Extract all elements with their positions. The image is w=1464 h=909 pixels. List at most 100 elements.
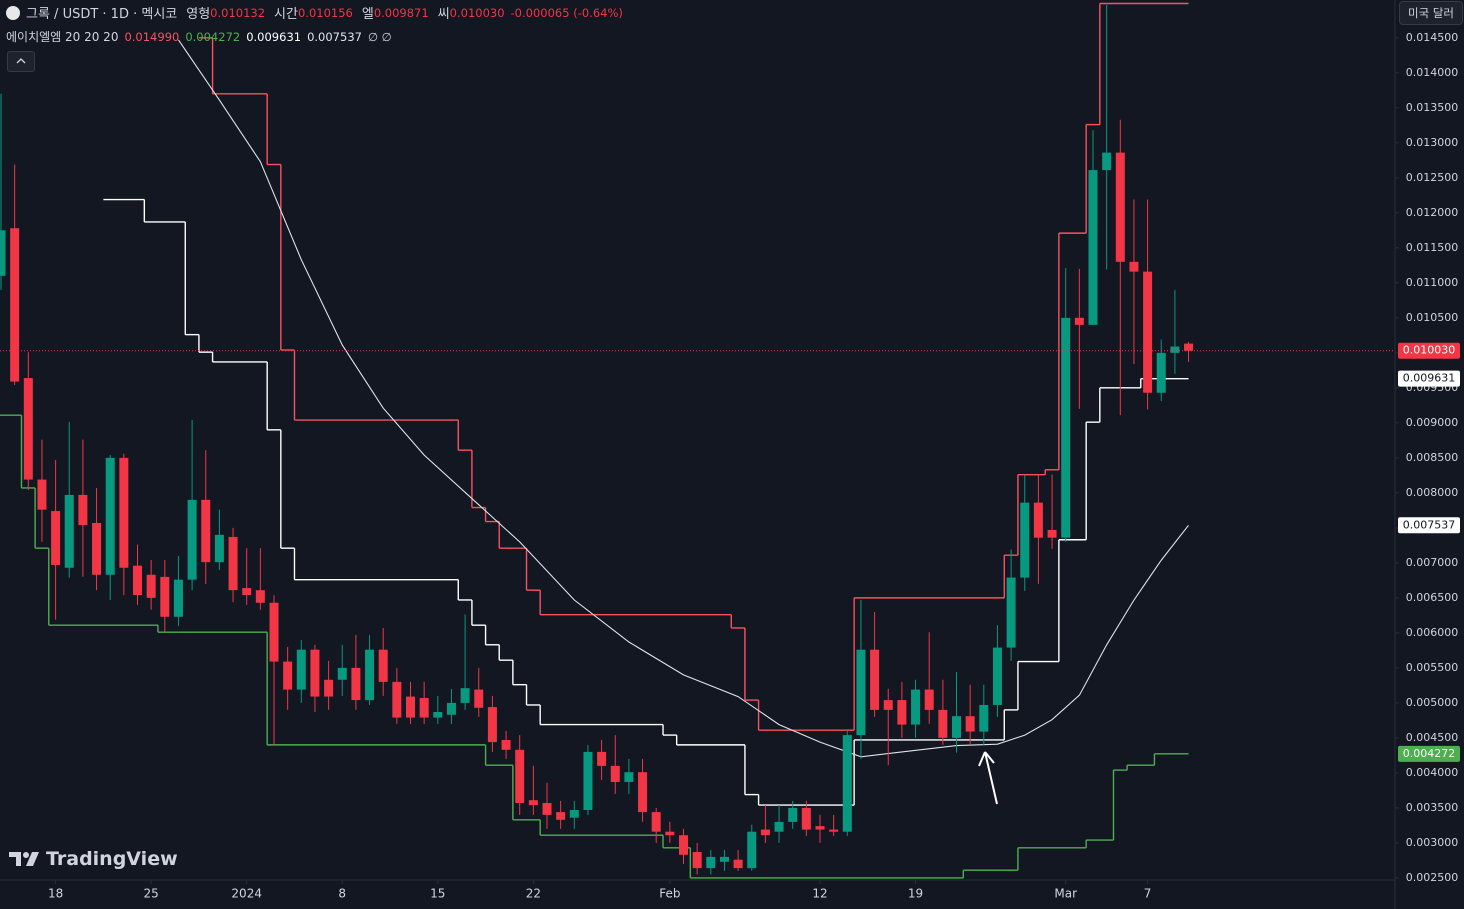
open-value: 0.010132 bbox=[210, 5, 266, 20]
candle-body bbox=[542, 802, 552, 815]
candle-body bbox=[1102, 152, 1112, 171]
candle-body bbox=[801, 807, 811, 830]
y-tick-label: 0.011000 bbox=[1406, 276, 1459, 289]
candle-body bbox=[337, 667, 347, 680]
candle-body bbox=[92, 522, 102, 575]
candle-body bbox=[1143, 271, 1153, 393]
candle-body bbox=[719, 856, 729, 862]
candle-body bbox=[924, 689, 934, 710]
candle-body bbox=[242, 588, 252, 596]
candle-body bbox=[501, 739, 511, 750]
y-tick-label: 0.014500 bbox=[1406, 31, 1459, 44]
symbol[interactable]: 그록 / USDT · 1D · 멕시코 bbox=[26, 7, 178, 22]
price-tag bbox=[1398, 370, 1460, 387]
candle-body bbox=[952, 716, 961, 738]
high-name: 시간 bbox=[274, 7, 298, 22]
candle-body bbox=[78, 494, 88, 526]
plot-area bbox=[0, 2, 1395, 879]
candle-body bbox=[173, 579, 183, 617]
x-tick-label: 12 bbox=[812, 887, 827, 901]
candle-body bbox=[1074, 317, 1084, 325]
candle-body bbox=[146, 574, 156, 598]
y-tick-label: 0.011500 bbox=[1406, 241, 1459, 254]
candle-body bbox=[679, 835, 688, 855]
candle-body bbox=[624, 772, 634, 782]
candle-body bbox=[965, 716, 975, 732]
axes: 0.002500 0.003000 0.003500 0.004000 0.004500… bbox=[48, 31, 1460, 901]
price-tag-label: 0.010030 bbox=[1403, 344, 1456, 357]
candle-body bbox=[1033, 502, 1043, 538]
candle-body bbox=[1020, 502, 1030, 578]
y-tick-label: 0.010500 bbox=[1406, 311, 1459, 324]
indicator-values: 0.014990 0.004272 0.009631 0.007537 bbox=[118, 30, 362, 44]
candle-body bbox=[406, 696, 415, 718]
candle-body bbox=[897, 700, 907, 725]
candle-body bbox=[187, 499, 197, 580]
candle-body bbox=[23, 378, 33, 480]
indicator-line bbox=[178, 39, 1189, 758]
indicator-value: 0.007537 bbox=[307, 29, 362, 44]
indicator-value: 0.009631 bbox=[246, 29, 302, 44]
candle-body bbox=[419, 697, 429, 718]
x-tick-label: 7 bbox=[1144, 887, 1152, 901]
price-tag-label: 0.009631 bbox=[1403, 372, 1456, 385]
candle-body bbox=[119, 457, 129, 568]
currency-button[interactable]: 미국 달러 bbox=[1399, 1, 1463, 25]
low-value: 0.009871 bbox=[373, 5, 429, 20]
candle-body bbox=[351, 667, 361, 701]
candle-body bbox=[692, 851, 702, 869]
y-tick-label: 0.005500 bbox=[1406, 661, 1459, 674]
brand-logo: TradingView bbox=[8, 848, 178, 870]
candle-body bbox=[64, 494, 74, 568]
candle-body bbox=[105, 457, 115, 575]
low-name: 엘 bbox=[361, 7, 374, 22]
y-tick-label: 0.014000 bbox=[1406, 66, 1459, 79]
candle-body bbox=[133, 565, 142, 596]
candle-body bbox=[747, 831, 757, 869]
price-tag bbox=[1398, 517, 1460, 534]
candle-body bbox=[365, 649, 375, 701]
indicator-legend: 에이치엘엠 20 20 20 0.014990 0.004272 0.009631 0… bbox=[6, 28, 392, 45]
open-name: 영형 bbox=[186, 7, 211, 22]
candle-body bbox=[10, 228, 20, 382]
x-tick-label: 19 bbox=[908, 887, 923, 901]
y-tick-label: 0.004500 bbox=[1406, 731, 1459, 744]
candle-body bbox=[487, 707, 497, 743]
candle-body bbox=[556, 812, 566, 820]
y-tick-label: 0.006500 bbox=[1406, 591, 1459, 604]
candle-body bbox=[911, 689, 921, 725]
candle-body bbox=[515, 749, 525, 803]
candle-body bbox=[597, 751, 607, 766]
price-tag bbox=[1398, 342, 1460, 359]
collapse-button[interactable] bbox=[7, 51, 35, 72]
indicator-name[interactable]: 에이치엘엠 20 20 20 bbox=[6, 30, 119, 44]
x-tick-label: 18 bbox=[48, 887, 63, 901]
candle-body bbox=[1061, 317, 1071, 538]
price-tag bbox=[1398, 745, 1460, 762]
candle-body bbox=[433, 711, 443, 718]
y-tick-label: 0.004000 bbox=[1406, 766, 1459, 779]
candle-body bbox=[856, 649, 866, 736]
candle-body bbox=[1047, 529, 1057, 538]
candle-body bbox=[870, 649, 880, 710]
y-tick-label: 0.006000 bbox=[1406, 626, 1459, 639]
x-tick-label: 22 bbox=[526, 887, 541, 901]
candle-body bbox=[528, 800, 538, 806]
candle-body bbox=[1129, 261, 1139, 272]
candle-body bbox=[446, 702, 456, 715]
annotation-arrow bbox=[978, 751, 998, 805]
indicator-extra: ∅ ∅ bbox=[367, 29, 392, 44]
candle-body bbox=[1006, 577, 1016, 648]
close-name: 씨 bbox=[437, 7, 450, 22]
indicator-value: 0.014990 bbox=[124, 29, 180, 44]
candle-body bbox=[160, 576, 170, 617]
x-tick-label: Mar bbox=[1054, 887, 1077, 901]
candle-body bbox=[774, 821, 784, 832]
candle-body bbox=[938, 709, 948, 738]
candle-body bbox=[1088, 170, 1098, 325]
change: -0.000065 (-0.64%) bbox=[510, 5, 623, 20]
candle-body bbox=[733, 859, 743, 869]
candle-body bbox=[324, 679, 334, 697]
y-tick-label: 0.007000 bbox=[1406, 556, 1459, 569]
candle-body bbox=[1170, 346, 1180, 353]
